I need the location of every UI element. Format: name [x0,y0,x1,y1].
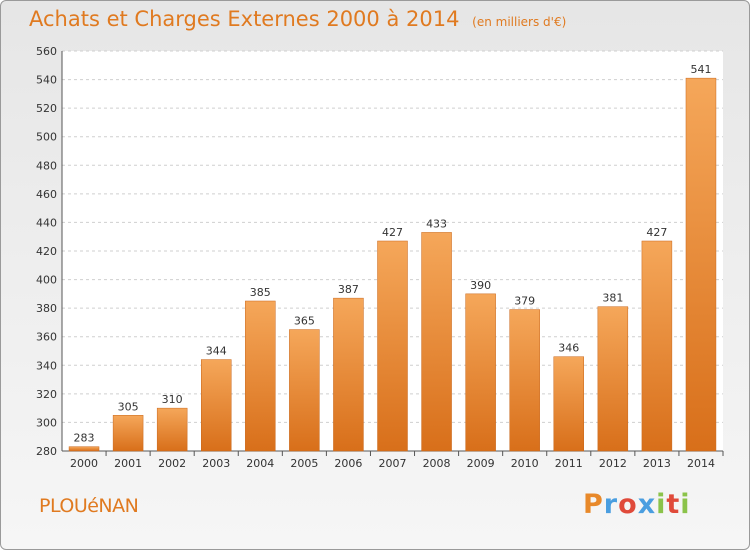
y-tick-label: 480 [36,159,57,172]
x-tick-label: 2011 [555,457,583,470]
bar [685,77,717,452]
x-tick-label: 2006 [334,457,362,470]
logo-letter: i [656,489,667,520]
data-label: 379 [514,295,535,308]
chart-title: Achats et Charges Externes 2000 à 2014 (… [29,7,566,31]
y-tick-label: 380 [36,302,57,315]
x-tick-label: 2000 [70,457,98,470]
data-label: 344 [206,345,227,358]
x-tick-label: 2005 [290,457,318,470]
y-tick-label: 360 [36,331,57,344]
x-tick-label: 2004 [246,457,274,470]
logo-letter: t [666,489,681,520]
bar [465,293,496,452]
y-tick-label: 300 [36,416,57,429]
data-label: 541 [690,63,711,76]
logo-letter: o [618,489,638,520]
data-label: 433 [426,217,447,230]
unit-text: (en milliers d'€) [472,15,567,29]
y-tick-label: 440 [36,216,57,229]
y-tick-label: 420 [36,245,57,258]
data-label: 305 [118,400,139,413]
data-label: 390 [470,279,491,292]
logo-letter: i [680,489,691,520]
data-label: 385 [250,286,271,299]
bar [201,359,232,452]
data-label: 310 [162,393,183,406]
bar [377,240,408,452]
y-tick-label: 280 [36,445,57,458]
bar [641,240,673,452]
x-tick-label: 2003 [202,457,230,470]
x-tick-label: 2012 [599,457,627,470]
bar [289,329,320,452]
logo-letter: x [637,489,657,520]
proxiti-logo[interactable]: Proxiti [583,489,691,520]
data-label: 346 [558,342,579,355]
data-label: 387 [338,283,359,296]
x-tick-label: 2010 [511,457,539,470]
x-tick-label: 2007 [379,457,407,470]
y-tick-label: 540 [36,74,57,87]
x-tick-label: 2001 [114,457,142,470]
y-tick-label: 520 [36,102,57,115]
data-label: 427 [646,226,667,239]
bar [553,356,584,452]
data-label: 381 [602,292,623,305]
bar [245,300,276,452]
bar [509,309,540,452]
bar [156,407,188,452]
y-tick-label: 460 [36,188,57,201]
y-tick-label: 400 [36,274,57,287]
bar [333,297,364,452]
town-name: PLOUéNAN [39,495,139,517]
y-tick-label: 560 [36,45,57,58]
y-tick-label: 340 [36,359,57,372]
logo-letter: r [603,489,619,520]
x-tick-label: 2002 [158,457,186,470]
y-tick-label: 320 [36,388,57,401]
x-tick-label: 2009 [467,457,495,470]
bar [68,446,100,452]
bar [421,232,452,452]
x-tick-label: 2013 [643,457,671,470]
data-label: 283 [74,432,95,445]
x-tick-label: 2008 [423,457,451,470]
bar [597,306,629,452]
data-label: 427 [382,226,403,239]
data-label: 365 [294,315,315,328]
logo-letter: P [583,489,604,520]
bar [112,415,144,452]
title-text: Achats et Charges Externes 2000 à 2014 [29,7,460,31]
x-tick-label: 2014 [687,457,715,470]
y-tick-label: 500 [36,131,57,144]
